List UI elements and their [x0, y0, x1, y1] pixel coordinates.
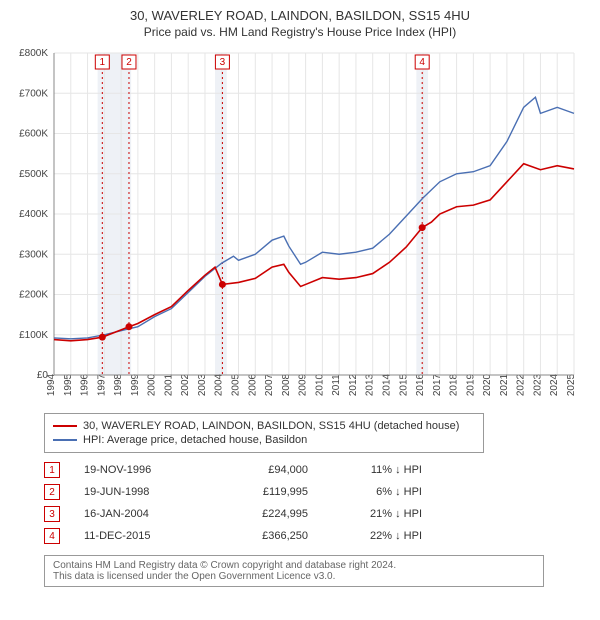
svg-text:1994: 1994 — [46, 373, 57, 396]
svg-text:2000: 2000 — [147, 373, 158, 396]
svg-text:1: 1 — [100, 57, 106, 68]
footer-line: This data is licensed under the Open Gov… — [53, 571, 535, 582]
sale-date: 16-JAN-2004 — [84, 508, 194, 520]
sale-row: 2 19-JUN-1998 £119,995 6% ↓ HPI — [44, 481, 590, 503]
svg-text:£700K: £700K — [19, 88, 48, 99]
legend-swatch — [53, 439, 77, 441]
svg-text:2005: 2005 — [231, 373, 242, 396]
chart-title: 30, WAVERLEY ROAD, LAINDON, BASILDON, SS… — [10, 8, 590, 23]
svg-text:2025: 2025 — [566, 373, 577, 396]
svg-text:£600K: £600K — [19, 129, 48, 140]
svg-text:3: 3 — [220, 57, 226, 68]
sale-price: £224,995 — [218, 508, 308, 520]
svg-text:2011: 2011 — [331, 374, 342, 396]
sale-date: 19-NOV-1996 — [84, 464, 194, 476]
sale-badge: 1 — [44, 462, 60, 478]
svg-text:2007: 2007 — [264, 373, 275, 396]
sale-price: £119,995 — [218, 486, 308, 498]
svg-text:2018: 2018 — [449, 373, 460, 396]
legend-swatch — [53, 425, 77, 427]
svg-text:2014: 2014 — [381, 373, 392, 396]
svg-text:1995: 1995 — [63, 373, 74, 396]
svg-text:2024: 2024 — [549, 373, 560, 396]
sale-delta: 11% ↓ HPI — [332, 464, 422, 476]
legend: 30, WAVERLEY ROAD, LAINDON, BASILDON, SS… — [44, 413, 484, 453]
sale-delta: 22% ↓ HPI — [332, 530, 422, 542]
svg-text:1998: 1998 — [113, 373, 124, 396]
line-chart: £0£100K£200K£300K£400K£500K£600K£700K£80… — [10, 45, 590, 405]
svg-text:1996: 1996 — [80, 373, 91, 396]
legend-item: 30, WAVERLEY ROAD, LAINDON, BASILDON, SS… — [53, 420, 475, 432]
svg-text:2009: 2009 — [298, 373, 309, 396]
sale-badge: 3 — [44, 506, 60, 522]
footer-line: Contains HM Land Registry data © Crown c… — [53, 560, 535, 571]
sale-price: £94,000 — [218, 464, 308, 476]
svg-text:2004: 2004 — [214, 373, 225, 396]
sale-row: 1 19-NOV-1996 £94,000 11% ↓ HPI — [44, 459, 590, 481]
svg-text:2021: 2021 — [499, 373, 510, 396]
svg-text:2013: 2013 — [365, 373, 376, 396]
svg-text:2008: 2008 — [281, 373, 292, 396]
attribution-footer: Contains HM Land Registry data © Crown c… — [44, 555, 544, 587]
svg-text:1999: 1999 — [130, 373, 141, 396]
svg-text:1997: 1997 — [96, 373, 107, 396]
svg-text:£300K: £300K — [19, 249, 48, 260]
legend-label: HPI: Average price, detached house, Basi… — [83, 434, 307, 446]
svg-text:2023: 2023 — [532, 373, 543, 396]
sale-date: 19-JUN-1998 — [84, 486, 194, 498]
svg-text:2019: 2019 — [465, 373, 476, 396]
sale-badge: 4 — [44, 528, 60, 544]
svg-text:£100K: £100K — [19, 330, 48, 341]
svg-text:2017: 2017 — [432, 373, 443, 396]
svg-text:£200K: £200K — [19, 290, 48, 301]
sale-row: 3 16-JAN-2004 £224,995 21% ↓ HPI — [44, 503, 590, 525]
svg-text:2015: 2015 — [398, 373, 409, 396]
svg-text:4: 4 — [419, 57, 425, 68]
svg-text:2012: 2012 — [348, 373, 359, 396]
svg-text:2010: 2010 — [314, 373, 325, 396]
sale-delta: 21% ↓ HPI — [332, 508, 422, 520]
sale-row: 4 11-DEC-2015 £366,250 22% ↓ HPI — [44, 525, 590, 547]
sale-price: £366,250 — [218, 530, 308, 542]
svg-text:2001: 2001 — [163, 373, 174, 396]
sale-badge: 2 — [44, 484, 60, 500]
chart-area: £0£100K£200K£300K£400K£500K£600K£700K£80… — [10, 45, 590, 405]
svg-text:2020: 2020 — [482, 373, 493, 396]
sale-date: 11-DEC-2015 — [84, 530, 194, 542]
chart-subtitle: Price paid vs. HM Land Registry's House … — [10, 25, 590, 39]
svg-text:2016: 2016 — [415, 373, 426, 396]
legend-label: 30, WAVERLEY ROAD, LAINDON, BASILDON, SS… — [83, 420, 459, 432]
svg-text:2006: 2006 — [247, 373, 258, 396]
legend-item: HPI: Average price, detached house, Basi… — [53, 434, 475, 446]
svg-text:2003: 2003 — [197, 373, 208, 396]
svg-text:£400K: £400K — [19, 209, 48, 220]
sales-table: 1 19-NOV-1996 £94,000 11% ↓ HPI 2 19-JUN-1998… — [44, 459, 590, 547]
svg-text:£800K: £800K — [19, 48, 48, 59]
svg-text:2002: 2002 — [180, 373, 191, 396]
svg-text:£500K: £500K — [19, 169, 48, 180]
svg-text:2022: 2022 — [516, 373, 527, 396]
svg-text:2: 2 — [126, 57, 132, 68]
sale-delta: 6% ↓ HPI — [332, 486, 422, 498]
